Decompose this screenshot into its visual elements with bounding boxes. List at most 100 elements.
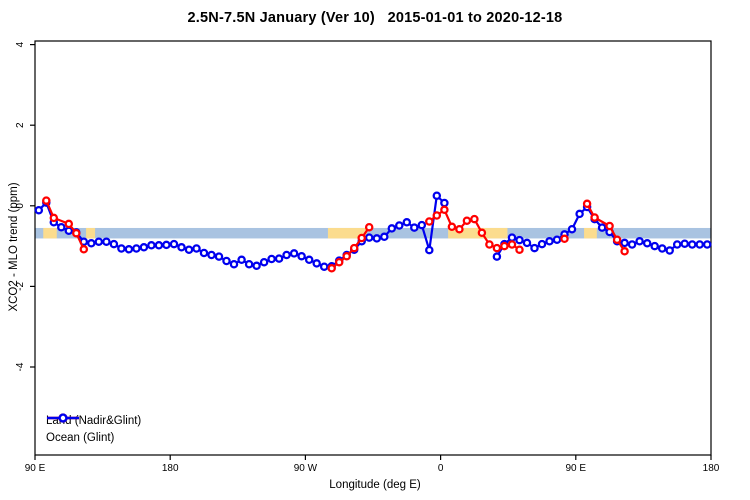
ocean-series-point (492, 252, 502, 261)
plot-frame (34, 40, 712, 456)
ocean-series-point (244, 259, 254, 269)
land-reference-band (43, 227, 57, 239)
land-series-point (334, 257, 344, 267)
ocean-series-point (162, 240, 171, 250)
land-series-point (612, 235, 622, 244)
land-series-point (432, 211, 442, 220)
ocean-series-point (380, 232, 389, 242)
ocean-series-point (702, 240, 712, 249)
land-series-point (485, 240, 494, 249)
ocean-series-point (620, 238, 629, 248)
ocean-series-point (252, 261, 261, 271)
land-series-point (462, 216, 472, 225)
ocean-series-point (102, 237, 111, 246)
ocean-series-point (177, 243, 186, 252)
ocean-series-point (147, 241, 156, 250)
y-tick-label: 0 (15, 203, 26, 209)
land-series-point (492, 243, 502, 253)
x-tick-label: 90 E (566, 463, 587, 474)
ocean-series-point (657, 244, 667, 253)
ocean-series-point (372, 234, 382, 243)
ocean-series-point (109, 239, 119, 249)
ocean-series-point (687, 240, 697, 249)
ocean-series-point (537, 239, 547, 249)
ocean-series-point (199, 248, 209, 258)
y-tick-label: 4 (15, 41, 26, 47)
x-tick-label: 180 (162, 463, 179, 474)
land-series-point (590, 213, 599, 222)
land-series-point (357, 233, 366, 243)
land-series-point (42, 196, 51, 205)
land-series-point (440, 205, 449, 215)
ocean-series-point (312, 259, 321, 268)
ocean-series-point (94, 237, 104, 246)
land-series-point (49, 213, 59, 223)
ocean-series-point (282, 250, 291, 260)
ocean-series-point (139, 243, 149, 252)
x-tick-label: 90 E (25, 463, 46, 474)
ocean-series-point (207, 250, 216, 260)
ocean-series-point (259, 257, 269, 267)
ocean-series-point (425, 245, 434, 255)
ocean-series-point (410, 223, 419, 232)
ocean-series-point (530, 243, 539, 253)
legend-item-ocean: Ocean (Glint) (46, 413, 141, 446)
ocean-series-point (289, 249, 299, 258)
land-series-point (500, 241, 509, 251)
ocean-series-point (132, 244, 141, 253)
ocean-series-point (417, 220, 427, 230)
land-reference-band (584, 227, 597, 239)
ocean-series-point (154, 241, 164, 250)
land-series-point (582, 199, 592, 209)
land-series-point (72, 228, 81, 238)
ocean-series-point (650, 241, 659, 251)
ocean-series-swatch-icon (47, 413, 79, 423)
x-tick-label: 0 (438, 463, 444, 474)
ocean-series-point (237, 255, 246, 265)
ocean-series-point (192, 244, 201, 253)
land-series-point (349, 243, 359, 253)
land-series-point (515, 245, 524, 254)
ocean-series-point (672, 240, 682, 249)
ocean-series-point (64, 226, 74, 236)
ocean-series-point (515, 235, 524, 245)
land-reference-band (86, 227, 96, 239)
ocean-series-point (87, 239, 96, 248)
ocean-series-point (635, 237, 644, 246)
land-series-point (477, 228, 487, 238)
land-series-point (342, 251, 351, 261)
chart-title: 2.5N-7.5N January (Ver 10) 2015-01-01 to… (187, 10, 563, 26)
land-reference-band (327, 227, 367, 239)
y-tick-label: -2 (15, 282, 26, 291)
ocean-series-point (184, 245, 194, 254)
land-series-point (470, 214, 479, 224)
legend: Land (Nadir&Glint) Ocean (Glint) (46, 412, 141, 446)
land-series-point (620, 247, 629, 256)
ocean-series-point (680, 239, 689, 248)
ocean-series-point (545, 237, 554, 246)
land-series-point (605, 221, 614, 231)
ocean-series-point (402, 218, 412, 227)
land-series-point (425, 217, 434, 226)
land-series-point (455, 224, 464, 234)
ocean-series-point (642, 239, 652, 248)
ocean-series-point (222, 256, 231, 266)
ocean-series-point (522, 238, 532, 248)
x-tick-label: 90 W (294, 463, 318, 474)
land-series-point (327, 264, 336, 273)
ocean-series-point (432, 191, 442, 200)
land-series-point (64, 219, 74, 229)
x-tick-label: 180 (703, 463, 720, 474)
land-series-point (364, 222, 374, 232)
ocean-series-point (627, 240, 637, 249)
land-series-point (447, 222, 457, 232)
ocean-series-point (319, 262, 329, 271)
ocean-series-point (117, 244, 126, 253)
ocean-series-point (34, 205, 44, 215)
ocean-series-point (695, 240, 704, 249)
ocean-series-point (507, 233, 517, 242)
ocean-series-point (214, 252, 224, 261)
y-tick-label: 2 (15, 122, 26, 128)
